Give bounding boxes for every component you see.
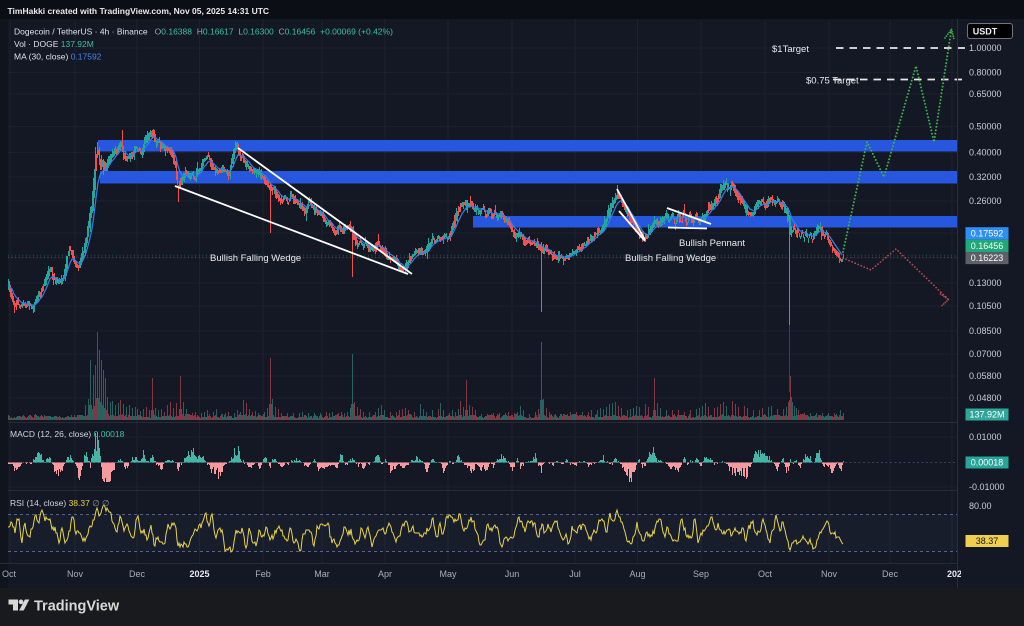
svg-text:TradingView: TradingView — [34, 599, 120, 615]
svg-text:-0.01000: -0.01000 — [969, 482, 1005, 492]
svg-text:Vol · DOGE 137.92M: Vol · DOGE 137.92M — [14, 39, 94, 49]
svg-text:0.50000: 0.50000 — [969, 122, 1002, 132]
svg-text:0.16223: 0.16223 — [971, 253, 1004, 263]
svg-text:$0.75 Target: $0.75 Target — [806, 76, 859, 87]
svg-text:Jun: Jun — [505, 569, 520, 579]
svg-text:0.00018: 0.00018 — [971, 458, 1004, 468]
svg-text:0.07000: 0.07000 — [969, 349, 1002, 359]
svg-text:Dogecoin / TetherUS · 4h · Bin: Dogecoin / TetherUS · 4h · Binance O0.16… — [14, 27, 393, 37]
svg-text:0.13000: 0.13000 — [969, 278, 1002, 288]
svg-text:0.17592: 0.17592 — [971, 228, 1004, 238]
svg-text:USDT: USDT — [973, 27, 998, 37]
svg-text:Jul: Jul — [569, 569, 581, 579]
svg-text:2026: 2026 — [947, 569, 967, 579]
svg-text:Feb: Feb — [255, 569, 271, 579]
svg-text:RSI (14, close) 38.37 ∅ ∅: RSI (14, close) 38.37 ∅ ∅ — [10, 498, 110, 508]
svg-text:Nov: Nov — [67, 569, 84, 579]
svg-text:Oct: Oct — [2, 569, 17, 579]
svg-text:MACD (12, 26, close) 0.00018: MACD (12, 26, close) 0.00018 — [10, 429, 125, 439]
svg-text:38.37: 38.37 — [976, 536, 999, 546]
svg-text:0.65000: 0.65000 — [969, 89, 1002, 99]
svg-text:1.00000: 1.00000 — [969, 43, 1002, 53]
svg-text:May: May — [439, 569, 457, 579]
svg-text:Bullish Falling Wedge: Bullish Falling Wedge — [210, 253, 301, 264]
svg-text:0.16456: 0.16456 — [971, 241, 1004, 251]
svg-text:Oct: Oct — [758, 569, 773, 579]
svg-text:0.01000: 0.01000 — [969, 432, 1002, 442]
svg-text:0.08500: 0.08500 — [969, 326, 1002, 336]
svg-text:0.80000: 0.80000 — [969, 68, 1002, 78]
svg-text:$1Target: $1Target — [772, 44, 809, 55]
svg-text:137.92M: 137.92M — [969, 410, 1004, 420]
svg-text:0.32000: 0.32000 — [969, 172, 1002, 182]
svg-text:80.00: 80.00 — [969, 501, 992, 511]
svg-text:Dec: Dec — [882, 569, 899, 579]
svg-text:Bullish Pennant: Bullish Pennant — [679, 238, 745, 249]
svg-text:Sep: Sep — [693, 569, 709, 579]
svg-text:Nov: Nov — [821, 569, 838, 579]
svg-text:Apr: Apr — [378, 569, 392, 579]
svg-text:Aug: Aug — [629, 569, 645, 579]
svg-text:Dec: Dec — [129, 569, 146, 579]
svg-text:TimHakki created with TradingV: TimHakki created with TradingView.com, N… — [8, 6, 270, 16]
svg-text:MA (30, close) 0.17592: MA (30, close) 0.17592 — [14, 52, 102, 62]
svg-text:0.40000: 0.40000 — [969, 148, 1002, 158]
svg-text:0.26000: 0.26000 — [969, 196, 1002, 206]
svg-text:0.04800: 0.04800 — [969, 393, 1002, 403]
svg-text:0.10500: 0.10500 — [969, 301, 1002, 311]
svg-text:Mar: Mar — [314, 569, 330, 579]
svg-text:2025: 2025 — [189, 569, 209, 579]
svg-text:Bullish Falling Wedge: Bullish Falling Wedge — [625, 253, 716, 264]
svg-text:0.05800: 0.05800 — [969, 371, 1002, 381]
